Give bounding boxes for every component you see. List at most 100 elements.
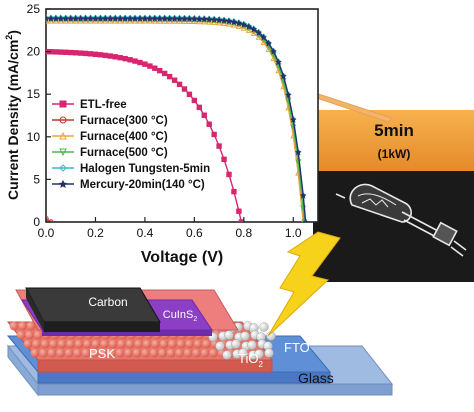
y-tick-label: 20 xyxy=(27,45,41,59)
perovskite-grain xyxy=(57,339,67,349)
data-point xyxy=(53,49,59,55)
data-point xyxy=(220,17,228,24)
data-point xyxy=(131,15,139,22)
data-point xyxy=(121,15,129,22)
perovskite-grain xyxy=(98,348,108,358)
tio2-particle xyxy=(259,322,269,332)
data-point xyxy=(238,219,245,222)
x-tick-label: 1.0 xyxy=(285,226,302,240)
x-tick-label: 0.6 xyxy=(186,226,203,240)
data-point xyxy=(215,16,223,24)
perovskite-grain xyxy=(193,339,203,349)
data-point xyxy=(240,21,248,28)
data-point xyxy=(59,164,67,172)
legend-entry: Mercury-20min(140 °C) xyxy=(52,179,205,191)
data-point xyxy=(58,49,64,55)
data-point xyxy=(47,15,55,22)
data-point xyxy=(72,15,79,22)
perovskite-grain xyxy=(91,339,101,349)
legend-label: Furnace(400 °C) xyxy=(80,131,168,143)
tio2-particle xyxy=(222,350,232,360)
perovskite-grain xyxy=(9,321,19,331)
perovskite-grain xyxy=(142,339,152,349)
perovskite-grain xyxy=(175,348,184,358)
data-point xyxy=(63,49,69,55)
legend-label: ETL-free xyxy=(80,99,127,111)
data-point xyxy=(117,54,123,61)
perovskite-grain xyxy=(108,339,118,349)
data-point xyxy=(107,53,113,59)
data-point xyxy=(270,48,277,55)
data-point xyxy=(250,29,257,36)
legend-label: Furnace(500 °C) xyxy=(80,147,168,159)
data-point xyxy=(87,51,94,57)
carbon-label: Carbon xyxy=(88,295,127,309)
data-point xyxy=(161,15,168,22)
data-point xyxy=(102,52,109,59)
data-point xyxy=(181,15,188,22)
x-tick-label: 0.8 xyxy=(235,226,252,240)
perovskite-grain xyxy=(32,339,41,349)
tio2-particle xyxy=(247,340,257,350)
perovskite-grain xyxy=(158,348,167,358)
data-point xyxy=(201,112,207,118)
data-point xyxy=(142,61,148,67)
perovskite-grain xyxy=(49,339,58,349)
data-point xyxy=(186,91,193,98)
data-point xyxy=(196,104,203,111)
data-point xyxy=(77,15,84,22)
data-point xyxy=(210,16,218,23)
legend-entry: Furnace(500 °C) xyxy=(52,147,168,159)
tio2-particle xyxy=(231,339,241,349)
data-point xyxy=(46,15,50,22)
perovskite-grain xyxy=(90,348,99,358)
perovskite-grain xyxy=(151,339,160,349)
lamp-power-label: (1kW) xyxy=(378,147,411,161)
data-point xyxy=(216,19,223,26)
cuins2-label: CuInS2 xyxy=(163,309,198,323)
data-point xyxy=(151,15,159,22)
legend-entry: ETL-free xyxy=(52,99,127,111)
data-point xyxy=(171,15,178,22)
perovskite-grain xyxy=(166,348,176,358)
perovskite-grain xyxy=(39,348,48,358)
y-tick-label: 0 xyxy=(33,215,40,229)
data-point xyxy=(201,18,208,25)
device-stack: Carbon CuInS2 PSK TiO2 FTO Glass xyxy=(6,287,394,397)
data-point xyxy=(235,22,242,29)
series-0 xyxy=(46,48,245,222)
tio2-label: TiO2 xyxy=(238,351,263,369)
data-point xyxy=(221,156,227,163)
data-point xyxy=(186,17,193,24)
legend-label: Halogen Tungsten-5min xyxy=(80,163,210,175)
data-point xyxy=(225,17,233,25)
data-point xyxy=(255,29,262,36)
tio2-particle xyxy=(238,348,248,358)
data-point xyxy=(82,15,89,22)
data-point xyxy=(48,219,54,222)
data-point xyxy=(152,65,158,71)
tio2-particle xyxy=(264,348,274,358)
y-tick-label: 25 xyxy=(27,2,41,16)
data-point xyxy=(97,52,104,58)
x-tick-label: 0.0 xyxy=(38,226,55,240)
halogen-bulb-icon xyxy=(335,183,467,257)
data-point xyxy=(294,148,302,156)
perovskite-grain xyxy=(209,348,218,358)
legend-label: Mercury-20min(140 °C) xyxy=(80,179,205,191)
data-point xyxy=(186,15,193,22)
data-point xyxy=(235,19,243,27)
data-point xyxy=(176,81,183,88)
perovskite-grain xyxy=(23,339,33,349)
perovskite-grain xyxy=(202,339,211,349)
lamp-time-label: 5min xyxy=(374,121,414,140)
data-point xyxy=(245,26,252,33)
perovskite-grain xyxy=(47,348,57,358)
legend-entry: Halogen Tungsten-5min xyxy=(52,163,210,175)
orange-band xyxy=(313,110,474,171)
data-point xyxy=(141,15,149,22)
data-point xyxy=(111,15,119,22)
perovskite-grain xyxy=(183,348,193,358)
data-point xyxy=(166,15,173,22)
